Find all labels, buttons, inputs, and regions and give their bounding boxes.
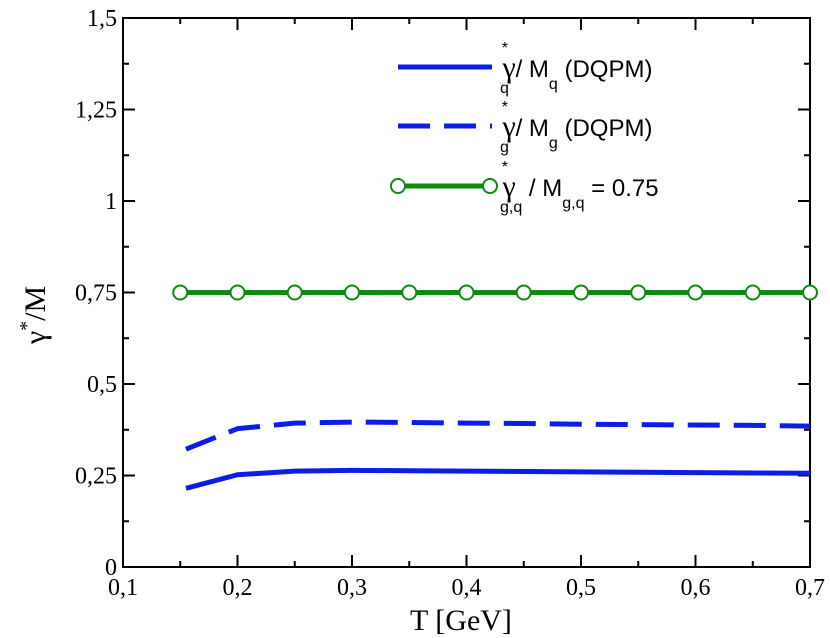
data-point-marker [458,284,475,301]
data-point-marker [687,284,704,301]
data-point-marker [573,284,589,301]
data-point-marker [744,284,761,301]
x-tick-label: 0,7 [795,575,825,601]
data-point-marker [172,284,189,301]
y-axis-title-star: * [16,321,38,331]
x-tick-label: 0,6 [681,575,711,601]
y-tick-label: 1,5 [87,6,117,32]
x-tick-label: 0,4 [452,575,482,601]
series-line-1 [185,467,811,491]
data-point-marker [344,284,360,301]
data-point-marker [401,284,418,301]
x-tick-label: 0,2 [223,575,253,601]
y-tick-label: 1 [105,189,117,215]
series-line-2 [185,419,811,452]
y-axis-title-gamma: γ [19,331,52,345]
y-tick-label: 0,75 [75,281,117,307]
legend-entry-gamma-g: γ* g / Mg (DQPM) [500,99,652,156]
y-tick-label: 1,25 [75,98,117,124]
legend-entry-gamma-q: γ* q / Mq (DQPM) [500,40,652,97]
y-tick-label: 0,5 [87,372,117,398]
data-point-marker [229,284,246,301]
x-tick-label: 0,5 [566,575,596,601]
legend-entry-constant: γ* g,q / Mg,q = 0.75 [500,159,659,216]
ticks: 0,1 0,2 0,3 0,4 0,5 0,6 0,7 0 0,25 0,5 0,75 1 1,25 1,… [75,6,825,601]
data-point-marker [515,284,532,301]
legend-marker-left [390,178,406,194]
x-axis-title: T [GeV] [410,604,512,637]
y-axis-title-rest: /M [19,286,52,321]
y-tick-label: 0 [105,555,117,581]
data-point-marker [286,284,303,301]
series-group [172,284,818,491]
y-tick-label: 0,25 [75,464,117,490]
data-point-marker [630,284,647,301]
legend-marker-right [482,178,498,194]
data-point-marker [802,284,818,301]
y-axis-title: γ*/M [16,286,52,345]
svg-text:γ*/M: γ*/M [16,286,52,345]
x-tick-label: 0,3 [337,575,367,601]
x-tick-label: 0,1 [108,575,138,601]
legend: γ* q / Mq (DQPM) γ* g / Mg (DQPM) γ* g,q / … [390,40,659,216]
